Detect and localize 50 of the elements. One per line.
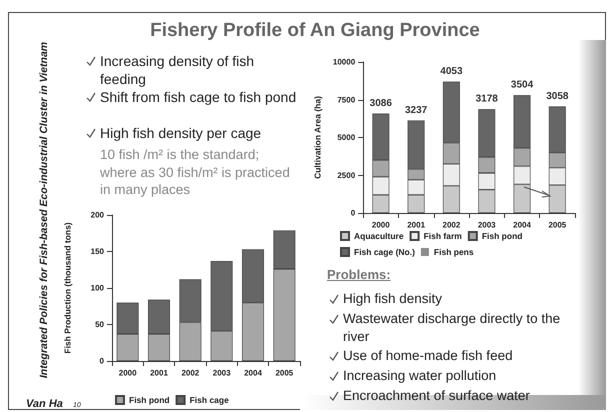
y-tick-label: 0 bbox=[350, 208, 356, 218]
x-tick-label: 2003 bbox=[478, 220, 496, 230]
text: Integrated Policies for Fish-based Eco-industrial Cluster in Vietnam bbox=[38, 42, 50, 378]
legend-label: Fish farm bbox=[424, 231, 462, 241]
text: Shift from fish cage to fish pond bbox=[100, 88, 298, 106]
text: Increasing water pollution bbox=[343, 367, 498, 384]
data-label: 4053 bbox=[440, 66, 463, 78]
y-tick-label: 5000 bbox=[337, 133, 356, 142]
y-tick-label: 100 bbox=[90, 284, 105, 292]
legend-label: Fish pond bbox=[129, 395, 170, 405]
data-label: 3504 bbox=[510, 80, 534, 91]
x-tick-label: 2004 bbox=[244, 368, 262, 378]
text: Use of home-made fish feed bbox=[343, 347, 514, 364]
text: Van Ha bbox=[26, 397, 63, 412]
x-tick-label: 2004 bbox=[513, 220, 532, 230]
x-tick-label: 2000 bbox=[118, 368, 138, 378]
y-tick-label: 200 bbox=[90, 210, 105, 220]
x-tick-label: 2003 bbox=[212, 368, 232, 378]
y-tick-label: 7500 bbox=[337, 95, 356, 104]
y-tick-label: 2500 bbox=[337, 170, 356, 180]
text: Encroachment of surface water bbox=[343, 387, 531, 404]
y-tick-label: 50 bbox=[95, 320, 105, 329]
legend-label: Aquaculture bbox=[354, 231, 404, 241]
text: High fish density per cage bbox=[100, 124, 262, 142]
data-label: 3058 bbox=[546, 90, 569, 102]
text: 10 fish /m² is the standard; where as 30 fish/m² is practiced in many places bbox=[100, 146, 290, 198]
text: Wastewater discharge directly to the river bbox=[343, 310, 562, 345]
y-axis-title: Fish Production (thousand tons) bbox=[62, 222, 72, 354]
data-label: 3237 bbox=[404, 104, 428, 116]
x-tick-label: 2002 bbox=[181, 368, 200, 378]
legend-label: Fish cage (No.) bbox=[354, 247, 416, 257]
x-tick-label: 2002 bbox=[442, 220, 461, 230]
chart-title: Fishery Profile of An Giang Province bbox=[149, 20, 481, 42]
data-label: 3178 bbox=[476, 94, 498, 105]
text: High fish density bbox=[343, 290, 444, 308]
x-tick-label: 2001 bbox=[150, 368, 168, 378]
text: Increasing density of fish feeding bbox=[100, 52, 256, 88]
legend-label: Fish cage bbox=[190, 395, 230, 405]
legend-label: Fish pond bbox=[482, 231, 522, 241]
y-tick-label: 10000 bbox=[332, 58, 356, 66]
y-tick-label: 0 bbox=[100, 356, 105, 366]
x-tick-label: 2005 bbox=[548, 220, 567, 230]
legend-label: Fish pens bbox=[434, 247, 474, 257]
data-label: 3086 bbox=[370, 98, 392, 110]
y-tick-label: 150 bbox=[90, 247, 105, 256]
text: Problems: bbox=[327, 266, 392, 283]
y-axis-title: Cultivation Area (ha) bbox=[312, 96, 322, 179]
x-tick-label: 2005 bbox=[275, 368, 294, 378]
x-tick-label: 2001 bbox=[407, 220, 426, 230]
x-tick-label: 2000 bbox=[372, 220, 390, 230]
